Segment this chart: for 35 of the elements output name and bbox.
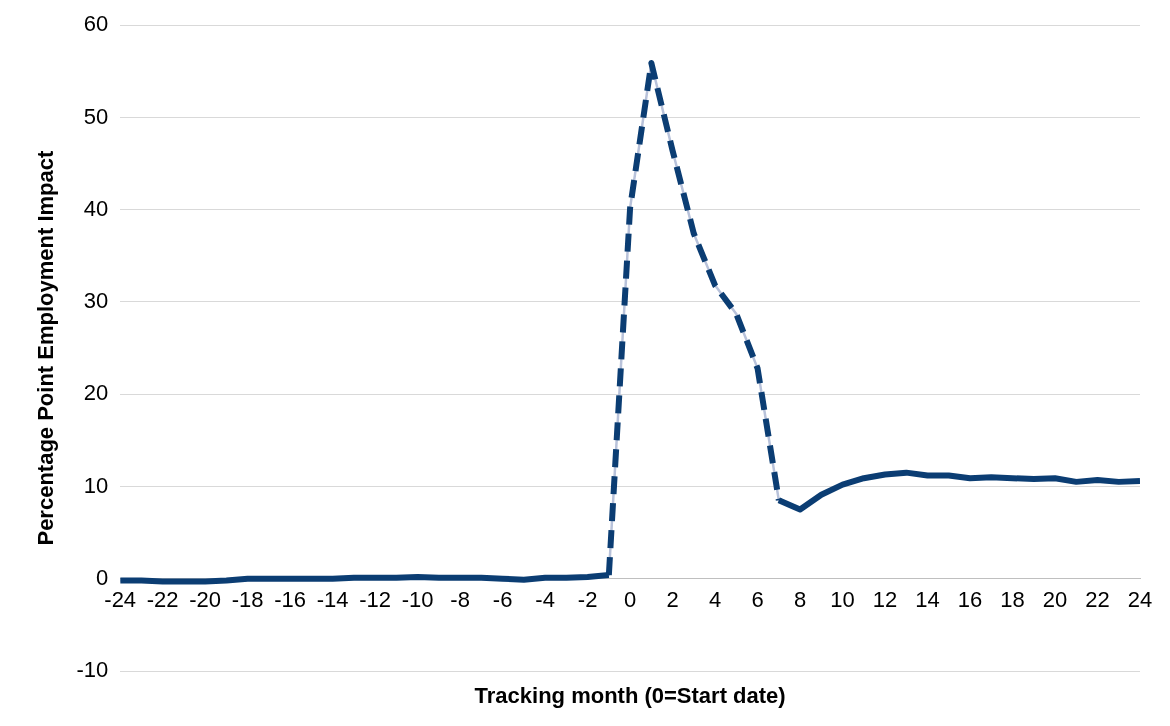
x-tick-label: 0 [623, 587, 637, 613]
x-tick-label: 20 [1042, 587, 1068, 613]
x-tick-label: -4 [535, 587, 555, 613]
x-tick-label: 24 [1127, 587, 1153, 613]
y-axis-title: Percentage Point Employment Impact [33, 149, 59, 546]
y-tick-label: 0 [95, 564, 109, 590]
y-tick-label: 50 [83, 103, 109, 129]
x-tick-label: -14 [316, 587, 349, 613]
x-tick-label: 10 [830, 587, 855, 613]
y-tick-label: 20 [83, 380, 109, 406]
x-tick-label: -8 [450, 587, 470, 613]
x-tick-label: 14 [915, 587, 940, 613]
y-tick-label: 60 [83, 11, 109, 37]
x-tick-label: 18 [1000, 587, 1025, 613]
x-tick-label: 12 [872, 587, 898, 613]
x-tick-label: -6 [492, 587, 513, 613]
x-axis-title: Tracking month (0=Start date) [474, 683, 786, 709]
x-tick-label: 6 [751, 587, 764, 613]
y-tick-label: 30 [83, 288, 109, 314]
x-tick-label: 16 [957, 587, 983, 613]
x-tick-label: -10 [401, 587, 434, 613]
x-tick-label: -18 [231, 587, 264, 613]
y-tick-label: 10 [83, 472, 109, 498]
x-tick-label: -2 [577, 587, 598, 613]
y-tick-label: 40 [83, 195, 109, 221]
x-tick-label: -12 [359, 587, 392, 613]
x-tick-label: -22 [146, 587, 179, 613]
x-tick-label: 22 [1085, 587, 1110, 613]
x-tick-label: 4 [708, 587, 722, 613]
x-tick-label: -24 [104, 587, 137, 613]
x-tick-label: 2 [666, 587, 679, 613]
x-tick-label: -16 [274, 587, 307, 613]
x-tick-label: -20 [189, 587, 222, 613]
y-tick-label: -10 [76, 657, 109, 683]
x-tick-label: 8 [793, 587, 807, 613]
